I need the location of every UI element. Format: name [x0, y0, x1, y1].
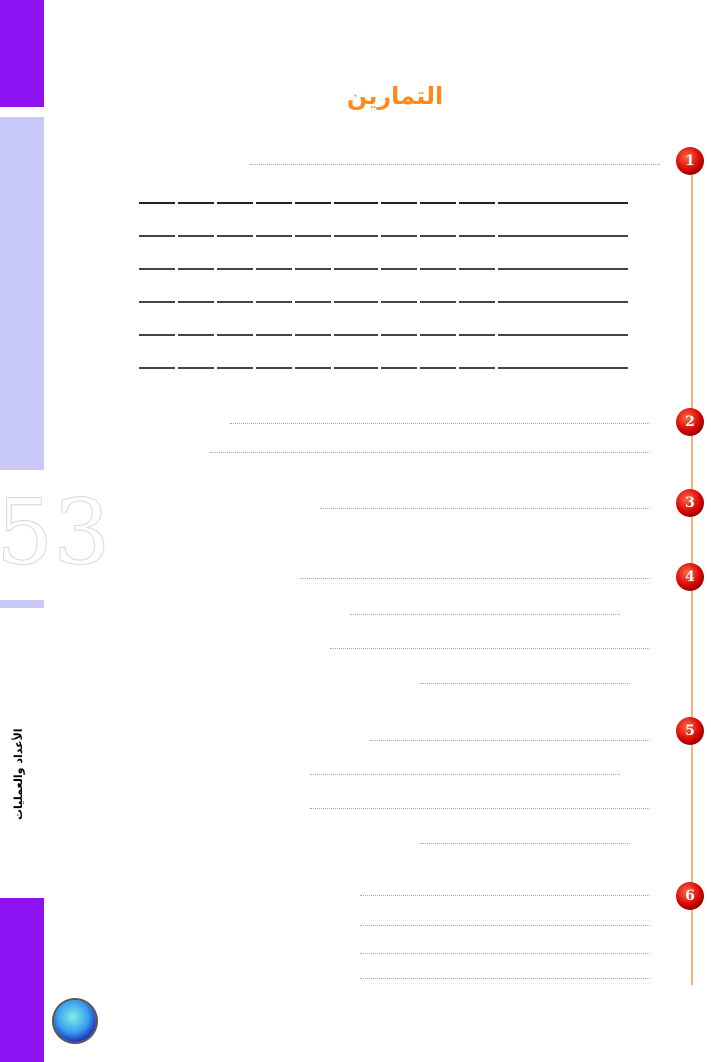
exercise-1-text — [250, 164, 660, 166]
exercise-2-text-line — [230, 423, 650, 425]
exercise-marker-5: 5 — [676, 717, 704, 745]
orb-icon — [54, 1000, 96, 1042]
exercise-marker-6: 6 — [676, 882, 704, 910]
exercise-2-text-line — [210, 452, 650, 454]
chapter-label: الأعداد والعمليات — [12, 728, 25, 820]
sidebar-band-middle — [0, 117, 44, 470]
exercise-3-text — [320, 508, 650, 510]
page-title: التمارين — [346, 82, 444, 110]
exercise-marker-1: 1 — [676, 147, 704, 175]
sidebar-band-bottom — [0, 898, 44, 1062]
page-number: 53 — [0, 480, 111, 586]
exercise-marker-2: 2 — [676, 408, 704, 436]
exercise-marker-4: 4 — [676, 563, 704, 591]
sidebar-band-top — [0, 0, 44, 107]
exercise-4-part — [350, 614, 620, 616]
exercise-5-part — [310, 808, 650, 810]
exercise-6-text — [360, 895, 650, 897]
exercise-6-part — [360, 978, 650, 980]
exercise-6-part — [360, 953, 650, 955]
exercise-6-part — [360, 925, 650, 927]
exercise-4-text — [300, 578, 650, 580]
exercise-1-table — [136, 202, 631, 369]
exercise-5-part — [420, 843, 630, 845]
sidebar-divider — [0, 600, 44, 608]
exercise-5-text — [370, 740, 650, 742]
exercise-marker-3: 3 — [676, 489, 704, 517]
exercise-4-part — [330, 648, 650, 650]
exercise-4-part — [420, 683, 630, 685]
exercise-5-part — [310, 774, 620, 776]
